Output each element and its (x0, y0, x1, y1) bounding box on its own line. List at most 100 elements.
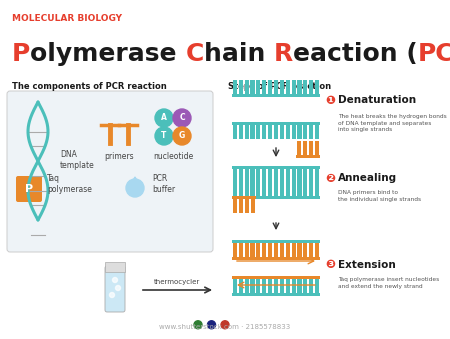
Text: primers: primers (104, 152, 134, 161)
Text: The heat breaks the hydrogen bonds
of DNA template and separates
into single str: The heat breaks the hydrogen bonds of DN… (338, 114, 447, 132)
Circle shape (173, 127, 191, 145)
FancyBboxPatch shape (280, 125, 284, 139)
FancyBboxPatch shape (251, 182, 255, 196)
FancyBboxPatch shape (286, 125, 290, 139)
FancyBboxPatch shape (251, 169, 255, 183)
FancyBboxPatch shape (274, 80, 278, 94)
Text: Extension: Extension (338, 260, 396, 270)
Text: www.shutterstock.com · 2185578833: www.shutterstock.com · 2185578833 (159, 324, 291, 330)
FancyBboxPatch shape (303, 279, 307, 293)
FancyBboxPatch shape (239, 182, 243, 196)
Text: ❶: ❶ (325, 94, 335, 106)
FancyBboxPatch shape (245, 125, 249, 139)
FancyBboxPatch shape (233, 125, 237, 139)
FancyBboxPatch shape (233, 279, 237, 293)
FancyBboxPatch shape (303, 182, 307, 196)
Circle shape (155, 127, 173, 145)
FancyBboxPatch shape (303, 169, 307, 183)
FancyBboxPatch shape (292, 243, 296, 257)
FancyBboxPatch shape (309, 182, 313, 196)
Text: G: G (179, 132, 185, 140)
Text: Taq polymerase insert nucleotides
and extend the newly strand: Taq polymerase insert nucleotides and ex… (338, 277, 439, 288)
FancyBboxPatch shape (286, 182, 290, 196)
Text: thermocycler: thermocycler (154, 279, 200, 285)
FancyBboxPatch shape (303, 80, 307, 94)
FancyBboxPatch shape (262, 279, 266, 293)
Text: P: P (12, 42, 30, 66)
FancyBboxPatch shape (286, 279, 290, 293)
FancyBboxPatch shape (315, 243, 319, 257)
FancyBboxPatch shape (292, 125, 296, 139)
Text: Taq
polymerase: Taq polymerase (47, 174, 92, 194)
FancyBboxPatch shape (315, 125, 319, 139)
Text: A: A (161, 114, 167, 122)
FancyBboxPatch shape (233, 243, 237, 257)
FancyBboxPatch shape (262, 243, 266, 257)
FancyBboxPatch shape (16, 176, 42, 202)
FancyBboxPatch shape (309, 279, 313, 293)
FancyBboxPatch shape (233, 169, 237, 183)
FancyBboxPatch shape (309, 80, 313, 94)
FancyBboxPatch shape (245, 199, 249, 213)
FancyBboxPatch shape (292, 182, 296, 196)
FancyBboxPatch shape (256, 182, 261, 196)
FancyBboxPatch shape (256, 169, 261, 183)
FancyBboxPatch shape (256, 243, 261, 257)
Circle shape (207, 321, 216, 329)
FancyBboxPatch shape (297, 80, 302, 94)
Text: DNA primers bind to
the individual single strands: DNA primers bind to the individual singl… (338, 190, 421, 202)
FancyBboxPatch shape (297, 243, 302, 257)
FancyBboxPatch shape (274, 279, 278, 293)
Circle shape (173, 109, 191, 127)
Text: eaction (: eaction ( (293, 42, 418, 66)
FancyBboxPatch shape (245, 279, 249, 293)
Text: PCR: PCR (418, 42, 450, 66)
FancyBboxPatch shape (309, 169, 313, 183)
Text: DNA
template: DNA template (60, 149, 95, 171)
FancyBboxPatch shape (262, 125, 266, 139)
FancyBboxPatch shape (105, 262, 125, 272)
FancyBboxPatch shape (303, 125, 307, 139)
FancyBboxPatch shape (297, 169, 302, 183)
FancyBboxPatch shape (251, 199, 255, 213)
FancyBboxPatch shape (268, 243, 272, 257)
Circle shape (155, 109, 173, 127)
Circle shape (126, 179, 144, 197)
Text: R: R (274, 42, 293, 66)
FancyBboxPatch shape (268, 279, 272, 293)
FancyBboxPatch shape (233, 243, 237, 257)
FancyBboxPatch shape (297, 141, 301, 155)
FancyBboxPatch shape (303, 243, 307, 257)
FancyBboxPatch shape (239, 169, 243, 183)
FancyBboxPatch shape (297, 279, 302, 293)
FancyBboxPatch shape (239, 279, 243, 293)
FancyBboxPatch shape (315, 279, 319, 293)
FancyBboxPatch shape (309, 279, 313, 293)
FancyBboxPatch shape (268, 80, 272, 94)
FancyBboxPatch shape (262, 169, 266, 183)
FancyBboxPatch shape (232, 240, 320, 243)
FancyBboxPatch shape (239, 279, 243, 293)
FancyBboxPatch shape (262, 80, 266, 94)
FancyBboxPatch shape (315, 141, 319, 155)
FancyBboxPatch shape (251, 279, 255, 293)
FancyBboxPatch shape (280, 279, 284, 293)
FancyBboxPatch shape (280, 169, 284, 183)
FancyBboxPatch shape (233, 80, 237, 94)
FancyBboxPatch shape (292, 279, 296, 293)
FancyBboxPatch shape (245, 182, 249, 196)
FancyBboxPatch shape (256, 125, 261, 139)
FancyBboxPatch shape (245, 279, 249, 293)
Text: Steps of PCR reaction: Steps of PCR reaction (228, 82, 331, 91)
FancyBboxPatch shape (245, 243, 249, 257)
FancyBboxPatch shape (292, 279, 296, 293)
FancyBboxPatch shape (286, 80, 290, 94)
FancyBboxPatch shape (303, 279, 307, 293)
Circle shape (194, 321, 202, 329)
Text: P: P (25, 184, 33, 194)
FancyBboxPatch shape (280, 279, 284, 293)
Polygon shape (129, 177, 141, 188)
FancyBboxPatch shape (233, 199, 237, 213)
FancyBboxPatch shape (297, 279, 302, 293)
FancyBboxPatch shape (297, 243, 302, 257)
